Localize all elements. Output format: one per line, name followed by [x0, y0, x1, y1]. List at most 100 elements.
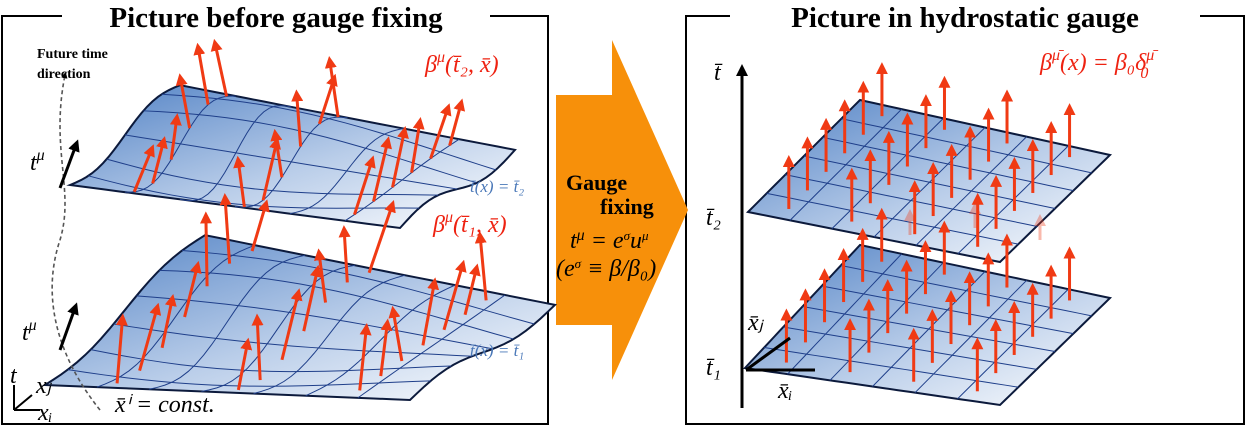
surface [66, 84, 517, 230]
axes-icon [13, 385, 40, 411]
future-label: direction [37, 67, 91, 82]
vectors [115, 38, 1076, 392]
surface-label: t̄(x) = t̄₂ [470, 177, 524, 196]
rest: ≡ β/β₀) [581, 256, 656, 282]
mid: = e [585, 228, 624, 254]
base: t [570, 228, 578, 254]
axis-xj: xⱼ [35, 373, 53, 399]
t-mu: tμ [22, 317, 37, 346]
xj-label: x̄ⱼ [747, 310, 765, 336]
sub: 0 [1140, 65, 1148, 82]
vector [175, 73, 192, 129]
base: β [424, 52, 437, 78]
vector [219, 193, 232, 264]
t-mu: tμ [30, 147, 45, 176]
surface [742, 243, 1113, 407]
beta-label: βμ(t̄₂, x̄) [424, 49, 499, 78]
grid-line [113, 323, 473, 357]
time-curve [51, 71, 101, 411]
vector [236, 337, 253, 391]
surface [745, 98, 1113, 264]
vector [270, 128, 284, 178]
vector [302, 264, 322, 332]
grid-line [344, 138, 460, 222]
rest: (t̄₁, x̄) [453, 212, 507, 238]
vector [317, 73, 338, 125]
vector [410, 117, 425, 173]
sup: μ [444, 209, 453, 226]
vector [388, 305, 404, 362]
base: t [30, 150, 38, 176]
equation: tμ = eσuμ [570, 227, 649, 254]
base: t [22, 320, 30, 346]
grid-line [90, 349, 452, 373]
title-bg [730, 2, 1200, 32]
x-axes [745, 336, 815, 372]
grid-line [136, 295, 493, 350]
end: u [630, 228, 642, 254]
axis-t: t [10, 363, 18, 389]
vector [250, 199, 270, 252]
axis-t: t̄ [714, 60, 723, 86]
grid-line [149, 254, 306, 390]
left-title: Picture before gauge fixing [109, 2, 443, 34]
grid-line [201, 264, 356, 392]
vector [429, 103, 452, 160]
sup: μ [36, 147, 45, 164]
vector [367, 200, 396, 274]
vector [338, 225, 351, 283]
sup: μ [436, 49, 445, 66]
vector [183, 260, 202, 318]
vector [132, 144, 155, 193]
beta-label: βμ̄(x) = β₀δμ̄ 0 [1039, 47, 1158, 82]
open: (e [556, 256, 575, 282]
rest: (t̄₂, x̄) [445, 52, 499, 78]
t2-label: t̄₂ [706, 205, 721, 231]
base: β [432, 212, 445, 238]
gauge-arrow [556, 40, 688, 380]
title-bg [62, 2, 490, 32]
t-vector [58, 302, 79, 351]
rest: (x) = β₀δ [1060, 50, 1147, 76]
vector [210, 38, 229, 97]
gauge-title: Gauge [566, 170, 627, 195]
xi-label: x̄ᵢ [777, 378, 792, 404]
vector [421, 277, 440, 346]
vector [448, 98, 466, 146]
vector [193, 42, 210, 105]
grid-line [159, 269, 514, 340]
base: β [1039, 50, 1052, 76]
vector [391, 126, 409, 188]
t-vector [58, 139, 80, 189]
right-title: Picture in hydrostatic gauge [791, 2, 1139, 34]
vector [200, 211, 213, 287]
sup: μ [641, 228, 649, 243]
vector [442, 259, 467, 331]
vector [261, 136, 281, 201]
vector [160, 293, 177, 349]
equation: (eσ ≡ β/β₀) [556, 256, 656, 282]
vector [372, 136, 392, 202]
beta-label: βμ(t̄₁, x̄) [432, 209, 507, 238]
vector [138, 302, 162, 372]
axis-xi: xᵢ [37, 400, 52, 426]
vector [115, 313, 128, 384]
sup: μ [28, 317, 37, 334]
vector [169, 113, 182, 160]
gauge-title: fixing [600, 194, 654, 219]
vector [233, 155, 246, 208]
vector [314, 248, 328, 303]
vector [463, 263, 481, 316]
grid-line [182, 250, 535, 325]
sup: μ̄ [1145, 47, 1158, 64]
surface [41, 234, 558, 402]
future-label: Future time [37, 47, 108, 62]
vector [291, 89, 304, 147]
const-label: x̄ⁱ = const. [114, 392, 215, 418]
vector [324, 56, 340, 118]
vector [251, 313, 264, 381]
grid-line [67, 369, 431, 387]
vector [151, 136, 168, 184]
sup: μ [576, 227, 585, 244]
